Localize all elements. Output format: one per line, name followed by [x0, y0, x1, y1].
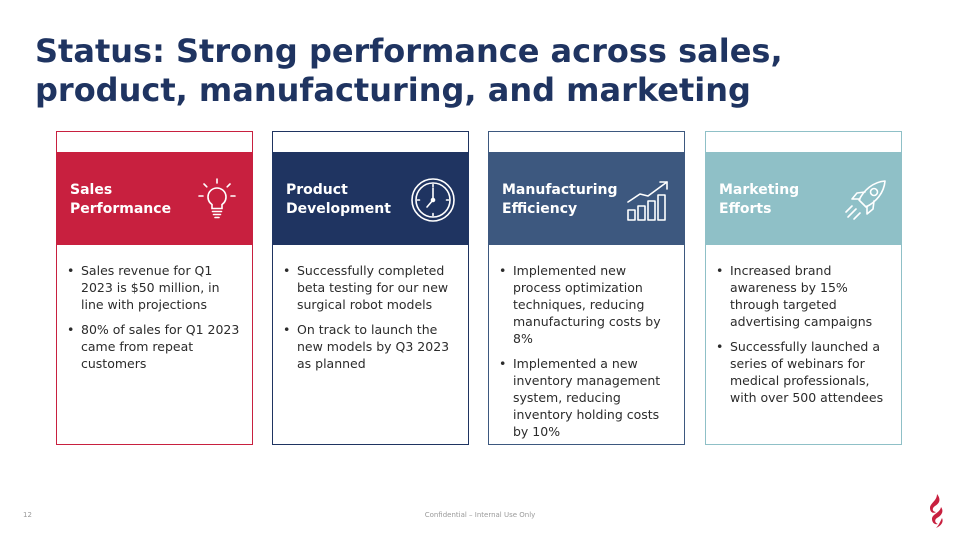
page-number: 12: [23, 511, 32, 519]
card-header: Marketing Efforts: [705, 152, 902, 245]
bullet-item: Successfully launched a series of webina…: [716, 338, 893, 406]
confidential-footer: Confidential – Internal Use Only: [424, 511, 536, 519]
card-header: Product Development: [272, 152, 469, 245]
lightbulb-icon: [198, 178, 236, 219]
card-header: Manufacturing Efficiency: [488, 152, 685, 245]
card-product-development: Product Development Successfully complet…: [272, 131, 469, 445]
bullet-item: On track to launch the new models by Q3 …: [283, 321, 460, 372]
bullet-list: Successfully completed beta testing for …: [283, 262, 460, 380]
bullet-item: Increased brand awareness by 15% through…: [716, 262, 893, 330]
card-sales-performance: Sales Performance Sales revenue for Q1 2…: [56, 131, 253, 445]
card-manufacturing-efficiency: Manufacturing Efficiency Implemented new…: [488, 131, 685, 445]
bullet-item: Successfully completed beta testing for …: [283, 262, 460, 313]
flame-logo-icon: [930, 494, 943, 528]
bullet-item: Sales revenue for Q1 2023 is $50 million…: [67, 262, 244, 313]
card-marketing-efforts: Marketing Efforts Increased brand awaren…: [705, 131, 902, 445]
bullet-list: Sales revenue for Q1 2023 is $50 million…: [67, 262, 244, 380]
card-title: Manufacturing Efficiency: [502, 182, 618, 217]
slide-title: Status: Strong performance across sales,…: [35, 32, 783, 109]
card-title: Product Development: [286, 182, 391, 217]
bullet-item: Implemented new process optimization tec…: [499, 262, 676, 347]
bar-growth-icon: [627, 181, 668, 221]
clock-icon: [411, 178, 455, 222]
rocket-icon: [845, 180, 886, 220]
bullet-item: 80% of sales for Q1 2023 came from repea…: [67, 321, 244, 372]
card-title: Sales Performance: [70, 182, 172, 217]
card-header: Sales Performance: [56, 152, 253, 245]
bullet-item: Implemented a new inventory management s…: [499, 355, 676, 440]
bullet-list: Implemented new process optimization tec…: [499, 262, 676, 448]
bullet-list: Increased brand awareness by 15% through…: [716, 262, 893, 414]
card-title: Marketing Efforts: [719, 182, 800, 217]
